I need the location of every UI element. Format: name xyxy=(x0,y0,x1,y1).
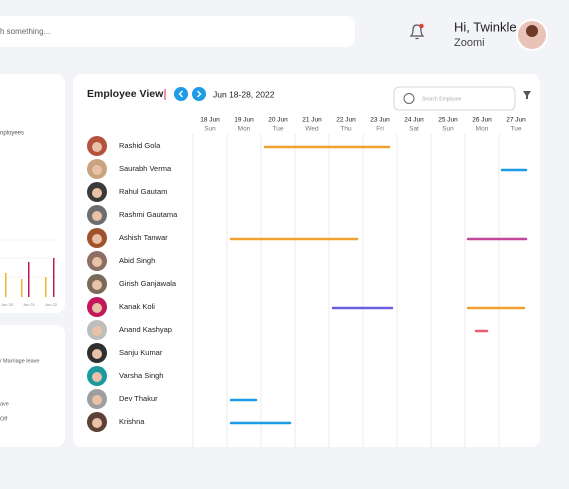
search-placeholder: h something... xyxy=(0,27,50,36)
day-weekday: Sun xyxy=(204,126,216,133)
company: Zoomi xyxy=(454,37,485,49)
day-weekday: Mon xyxy=(238,126,251,133)
leave-label: ave xyxy=(0,401,9,407)
employee-name[interactable]: Rashid Gola xyxy=(119,141,161,150)
schedule-card xyxy=(73,74,540,447)
mini-chart xyxy=(0,239,60,297)
prev-icon xyxy=(178,90,183,98)
mini-chart-label: Jun 20 xyxy=(1,302,14,307)
day-weekday: Fri xyxy=(376,126,384,133)
filter-icon[interactable] xyxy=(523,91,531,99)
employee-avatar-face xyxy=(92,372,102,382)
day-date: 24 Jun xyxy=(404,117,424,124)
employee-name[interactable]: Abid Singh xyxy=(119,256,155,265)
employee-avatar-face xyxy=(92,418,102,428)
employee-avatar-face xyxy=(92,234,102,244)
employee-search[interactable] xyxy=(393,86,516,111)
search-icon xyxy=(403,93,415,104)
day-date: 18 Jun xyxy=(200,117,220,124)
mini-chart-label: Jun 22 xyxy=(45,302,58,307)
next-button[interactable] xyxy=(192,87,206,101)
side-label: nployees xyxy=(0,131,24,137)
next-icon xyxy=(197,90,202,98)
employee-avatar-face xyxy=(92,395,102,405)
employee-name[interactable]: Dev Thakur xyxy=(119,394,158,403)
employee-avatar-face xyxy=(92,142,102,152)
leave-label: / Marriage leave xyxy=(0,358,39,364)
employee-avatar-face xyxy=(92,211,102,221)
employee-name[interactable]: Sanju Kumar xyxy=(119,348,163,357)
prev-button[interactable] xyxy=(174,87,188,101)
day-weekday: Sat xyxy=(409,126,419,133)
day-date: 26 Jun xyxy=(472,117,492,124)
employee-avatar-face xyxy=(92,257,102,267)
employee-avatar-face xyxy=(92,349,102,359)
employee-name[interactable]: Rahul Gautam xyxy=(119,187,167,196)
employee-avatar-face xyxy=(92,188,102,198)
employee-name[interactable]: Saurabh Verma xyxy=(119,164,172,173)
day-date: 22 Jun xyxy=(336,117,356,124)
day-date: 25 Jun xyxy=(438,117,458,124)
employee-avatar-face xyxy=(92,303,102,313)
mini-chart-label: Jun 21 xyxy=(23,302,36,307)
day-date: 21 Jun xyxy=(302,117,322,124)
employee-name[interactable]: Kanak Koli xyxy=(119,302,155,311)
day-weekday: Tue xyxy=(511,126,522,133)
employee-name[interactable]: Ashish Tanwar xyxy=(119,233,168,242)
search-bar[interactable] xyxy=(0,16,355,47)
employee-name[interactable]: Girish Ganjawala xyxy=(119,279,177,288)
schedule-title: Employee View xyxy=(87,88,164,100)
employee-name[interactable]: Krishna xyxy=(119,417,145,426)
day-date: 23 Jun xyxy=(370,117,390,124)
employee-name[interactable]: Anand Kashyap xyxy=(119,325,172,334)
day-weekday: Sun xyxy=(442,126,454,133)
employee-avatar-face xyxy=(92,280,102,290)
greeting: Hi, Twinkle xyxy=(454,19,517,34)
leave-card xyxy=(0,325,65,447)
employee-avatar-face xyxy=(92,326,102,336)
day-weekday: Thu xyxy=(340,126,352,133)
day-weekday: Wed xyxy=(305,126,319,133)
day-weekday: Tue xyxy=(273,126,284,133)
avatar-hair xyxy=(526,25,538,37)
employee-avatar-face xyxy=(92,165,102,175)
day-date: 19 Jun xyxy=(234,117,254,124)
day-date: 20 Jun xyxy=(268,117,288,124)
employee-search-placeholder: Search Employee xyxy=(422,96,462,102)
leave-label: Off xyxy=(0,416,8,422)
notification-bell[interactable] xyxy=(409,23,425,40)
day-date: 27 Jun xyxy=(506,117,526,124)
side-card xyxy=(0,74,65,313)
day-weekday: Mon xyxy=(476,126,489,133)
date-range: Jun 18-28, 2022 xyxy=(213,89,275,99)
employee-name[interactable]: Rashmi Gautama xyxy=(119,210,178,219)
employee-name[interactable]: Varsha Singh xyxy=(119,371,163,380)
